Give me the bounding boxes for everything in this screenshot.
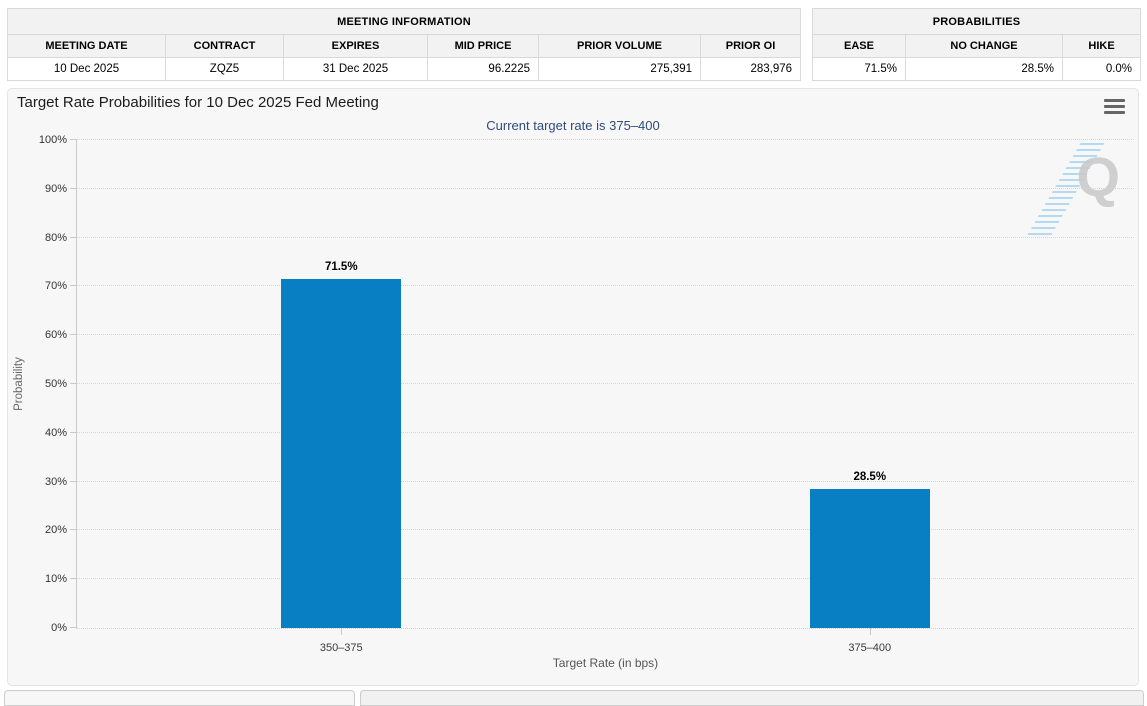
y-axis-tick [70,480,77,482]
bottom-right-panel [360,690,1144,706]
bar-value-label: 28.5% [853,470,887,483]
x-axis-category-label: 375–400 [848,642,892,654]
mid-price-value: 96.2225 [427,57,539,81]
y-gridline [77,529,1134,531]
probability-bar[interactable] [281,279,402,628]
y-gridline [77,578,1134,580]
y-axis-tick-label: 90% [44,182,67,195]
y-axis-tick [70,431,77,433]
bottom-left-panel [4,690,355,706]
y-axis-tick [70,285,77,287]
probabilities-table: PROBABILITIES EASE NO CHANGE HIKE 71.5% … [811,8,1142,81]
y-axis-tick-label: 80% [44,231,67,244]
y-axis-tick [70,529,77,531]
chart-panel: Target Rate Probabilities for 10 Dec 202… [7,88,1139,686]
y-gridline [77,285,1134,287]
y-axis-tick [70,578,77,580]
meeting-information-row: 10 Dec 2025 ZQZ5 31 Dec 2025 96.2225 275… [7,57,802,81]
column-header-meeting-date: MEETING DATE [7,34,166,58]
no-change-value: 28.5% [905,57,1063,81]
prior-volume-value: 275,391 [538,57,701,81]
expires-value: 31 Dec 2025 [283,57,428,81]
y-gridline [77,139,1134,140]
column-header-hike: HIKE [1061,34,1142,58]
probabilities-title: PROBABILITIES [811,8,1142,35]
y-axis-tick-label: 70% [44,280,67,293]
y-gridline [77,383,1134,384]
y-axis-tick-label: 30% [44,475,67,488]
y-axis-tick [70,383,77,384]
probability-bar[interactable] [809,488,930,628]
column-header-ease: EASE [812,34,906,58]
plot-area: Probability Target Rate (in bps) 0% 10% 20… [13,134,1134,670]
y-axis-tick [70,627,77,628]
y-gridline [77,431,1134,433]
meeting-information-title: MEETING INFORMATION [6,8,802,35]
y-axis-tick-label: 100% [38,134,67,146]
hike-value: 0.0% [1061,57,1142,81]
chart-subtitle: Current target rate is 375–400 [486,118,660,133]
y-axis-tick-label: 0% [51,622,67,634]
y-axis-tick [70,334,77,336]
prior-oi-value: 283,976 [699,57,802,81]
x-axis-tick [869,628,871,635]
contract-value: ZQZ5 [165,57,284,81]
y-axis-tick [70,139,77,140]
meeting-information-table: MEETING INFORMATION MEETING DATE CONTRAC… [6,8,802,81]
y-axis-tick-label: 50% [44,378,67,390]
x-axis-category-label: 350–375 [319,642,363,654]
column-header-prior-oi: PRIOR OI [699,34,802,58]
hamburger-icon [1104,99,1125,102]
hamburger-icon [1104,105,1125,108]
chart-export-menu-button[interactable] [1104,99,1125,114]
x-axis-tick [341,628,343,635]
column-header-mid-price: MID PRICE [427,34,539,58]
y-gridline [77,480,1134,482]
y-gridline [77,187,1134,189]
y-axis-tick [70,236,77,238]
y-gridline [77,334,1134,336]
y-axis-tick-label: 10% [44,573,67,586]
column-header-expires: EXPIRES [283,34,428,58]
ease-value: 71.5% [812,57,906,81]
probabilities-row: 71.5% 28.5% 0.0% [812,57,1142,81]
y-axis-tick-label: 60% [44,329,67,342]
y-axis-tick-label: 20% [44,524,67,537]
column-header-contract: CONTRACT [165,34,284,58]
x-axis-title: Target Rate (in bps) [552,656,659,670]
column-header-prior-volume: PRIOR VOLUME [538,34,701,58]
y-gridline [77,236,1134,238]
hamburger-icon [1104,111,1125,114]
y-axis-tick-label: 40% [44,426,67,439]
chart-title: Target Rate Probabilities for 10 Dec 202… [17,94,379,111]
column-header-no-change: NO CHANGE [905,34,1063,58]
bar-value-label: 71.5% [324,261,358,274]
meeting-date-value: 10 Dec 2025 [7,57,166,81]
y-axis-tick [70,187,77,189]
